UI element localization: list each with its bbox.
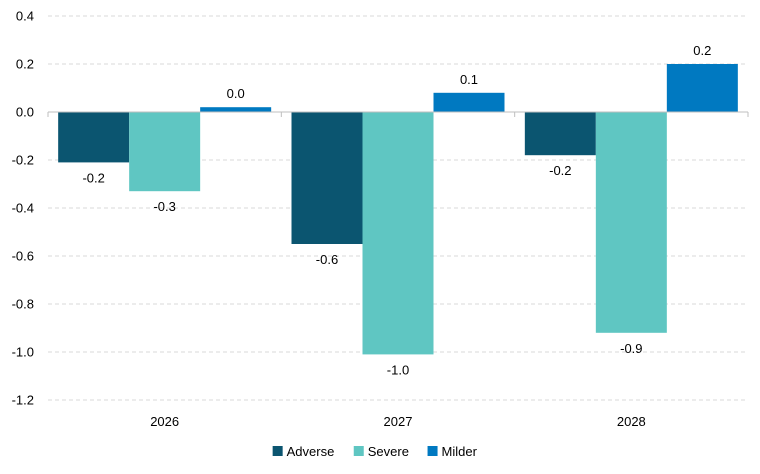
bars (58, 64, 738, 355)
bar-adverse-2027 (291, 112, 363, 244)
data-label: -0.2 (549, 163, 571, 178)
y-tick-label: -0.4 (12, 201, 34, 216)
y-axis: 0.4 0.2 0.0 -0.2 -0.4 -0.6 -0.8 -1.0 -1.2 (12, 9, 34, 408)
data-label: -1.0 (387, 362, 409, 377)
x-tick-label: 2026 (150, 414, 179, 429)
x-tick-label: 2028 (617, 414, 646, 429)
legend-swatch-severe (353, 446, 364, 456)
data-label: 0.0 (227, 86, 245, 101)
legend-label: Adverse (287, 444, 335, 459)
bar-milder-2026 (200, 107, 272, 112)
bar-milder-2027 (433, 92, 505, 112)
y-tick-label: 0.4 (16, 9, 34, 24)
legend: Adverse Severe Milder (272, 444, 478, 459)
bar-adverse-2028 (524, 112, 596, 156)
y-tick-label: 0.2 (16, 57, 34, 72)
data-label: 0.1 (460, 72, 478, 87)
legend-label: Severe (368, 444, 409, 459)
y-tick-label: -0.2 (12, 153, 34, 168)
legend-swatch-milder (427, 446, 438, 456)
legend-label: Milder (442, 444, 478, 459)
y-tick-label: -0.8 (12, 297, 34, 312)
y-tick-label: -1.0 (12, 345, 34, 360)
data-label: -0.9 (620, 341, 642, 356)
bar-severe-2027 (362, 112, 434, 355)
bar-adverse-2026 (58, 112, 130, 163)
bar-milder-2028 (666, 64, 738, 112)
y-tick-label: -0.6 (12, 249, 34, 264)
bar-severe-2028 (595, 112, 667, 333)
data-label: -0.6 (316, 252, 338, 267)
data-label: -0.2 (82, 170, 104, 185)
bar-severe-2026 (129, 112, 201, 192)
x-tick-label: 2027 (384, 414, 413, 429)
data-labels: -0.2 -0.3 0.0 -0.6 -1.0 0.1 -0.2 -0.9 0.2 (82, 43, 711, 377)
y-tick-label: -1.2 (12, 393, 34, 408)
x-axis: 2026 2027 2028 (47, 112, 749, 429)
data-label: 0.2 (693, 43, 711, 58)
data-label: -0.3 (153, 199, 175, 214)
legend-swatch-adverse (272, 446, 283, 456)
y-tick-label: 0.0 (16, 105, 34, 120)
